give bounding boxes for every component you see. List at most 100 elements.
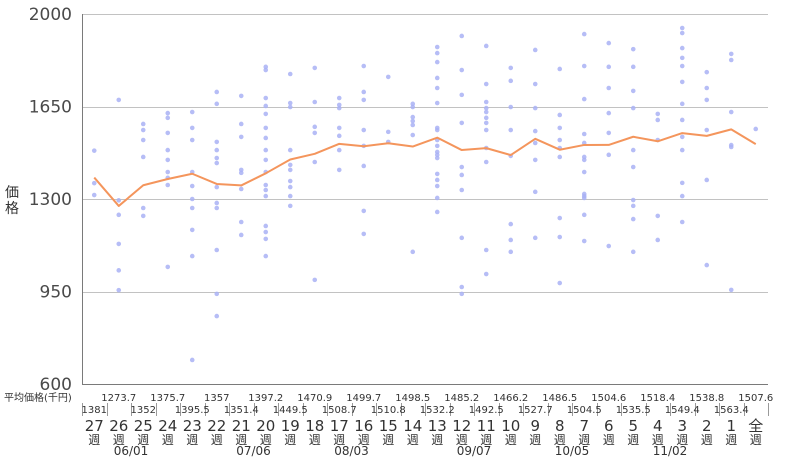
- data-point: [361, 63, 367, 69]
- data-point: [483, 115, 489, 121]
- data-point: [263, 67, 269, 73]
- data-point: [434, 183, 440, 189]
- x-category-label: 24 週: [158, 417, 177, 447]
- y-axis-label: 価格: [5, 185, 19, 217]
- data-point: [189, 205, 195, 211]
- data-point: [238, 232, 244, 238]
- data-point: [630, 203, 636, 209]
- data-point: [434, 209, 440, 215]
- data-point: [508, 127, 514, 133]
- data-point: [263, 111, 269, 117]
- avg-value-label: 1549.4: [665, 405, 700, 416]
- data-point: [630, 249, 636, 255]
- data-point: [287, 203, 293, 209]
- data-point: [189, 109, 195, 115]
- data-point: [581, 131, 587, 137]
- x-category-label: 12 週: [452, 417, 471, 447]
- x-category-label: 23 週: [183, 417, 202, 447]
- data-point: [753, 126, 759, 132]
- data-point: [557, 154, 563, 160]
- data-point: [459, 67, 465, 73]
- avg-value-label: 1375.7: [150, 393, 185, 404]
- avg-value-label: 1563.4: [714, 405, 749, 416]
- data-point: [385, 129, 391, 135]
- date-mark-label: 07/06: [236, 444, 271, 458]
- scatter-points: [91, 25, 759, 363]
- data-point: [140, 154, 146, 160]
- data-point: [238, 134, 244, 140]
- data-point: [189, 253, 195, 259]
- data-point: [630, 197, 636, 203]
- data-point: [532, 47, 538, 53]
- data-point: [508, 104, 514, 110]
- data-point: [165, 115, 171, 121]
- data-point: [434, 171, 440, 177]
- data-point: [336, 95, 342, 101]
- data-point: [606, 64, 612, 70]
- data-point: [263, 229, 269, 235]
- data-point: [410, 114, 416, 120]
- data-point: [679, 55, 685, 61]
- data-point: [116, 198, 122, 203]
- data-point: [434, 100, 440, 106]
- data-point: [630, 64, 636, 70]
- data-point: [483, 247, 489, 253]
- data-point: [557, 280, 563, 286]
- data-point: [410, 249, 416, 255]
- data-point: [263, 157, 269, 163]
- data-point: [214, 101, 220, 107]
- data-point: [189, 137, 195, 143]
- data-point: [91, 148, 97, 153]
- avg-value-label: 1397.2: [248, 393, 283, 404]
- data-point: [263, 95, 269, 101]
- data-point: [287, 193, 293, 199]
- data-point: [287, 184, 293, 190]
- data-point: [91, 180, 97, 186]
- data-point: [336, 105, 342, 111]
- data-point: [238, 186, 244, 192]
- average-line-layer: [93, 128, 757, 207]
- avg-value-label: 1504.6: [591, 393, 626, 404]
- data-point: [361, 163, 367, 169]
- data-point: [214, 291, 220, 297]
- data-point: [336, 133, 342, 139]
- data-point: [189, 125, 195, 131]
- avg-value-label: 1527.7: [518, 405, 553, 416]
- data-point: [606, 152, 612, 158]
- date-mark-label: 08/03: [334, 444, 369, 458]
- data-point: [679, 134, 685, 140]
- x-category-label: 10 週: [501, 417, 520, 447]
- data-point: [728, 144, 734, 150]
- data-point: [165, 157, 171, 163]
- data-point: [361, 89, 367, 95]
- x-category-label: 22 週: [207, 417, 226, 447]
- data-point: [557, 215, 563, 221]
- data-point: [361, 208, 367, 214]
- data-point: [679, 45, 685, 51]
- data-point: [434, 152, 440, 158]
- data-point: [532, 235, 538, 241]
- data-point: [165, 130, 171, 136]
- avg-value-label: 1518.4: [640, 393, 675, 404]
- data-point: [557, 125, 563, 131]
- x-category-label: 25 週: [134, 417, 153, 447]
- data-point: [287, 147, 293, 153]
- data-point: [434, 177, 440, 183]
- x-category-label: 16 週: [354, 417, 373, 447]
- data-point: [679, 79, 685, 85]
- data-point: [606, 243, 612, 249]
- data-point: [116, 97, 122, 103]
- data-point: [483, 109, 489, 115]
- data-point: [140, 137, 146, 143]
- data-point: [116, 212, 122, 218]
- data-point: [165, 182, 171, 188]
- data-point: [361, 97, 367, 103]
- data-point: [679, 193, 685, 199]
- avg-value-label: 1508.7: [322, 405, 357, 416]
- data-point: [263, 182, 269, 188]
- data-point: [508, 249, 514, 255]
- data-point: [483, 271, 489, 277]
- data-point: [508, 65, 514, 71]
- data-point: [606, 85, 612, 91]
